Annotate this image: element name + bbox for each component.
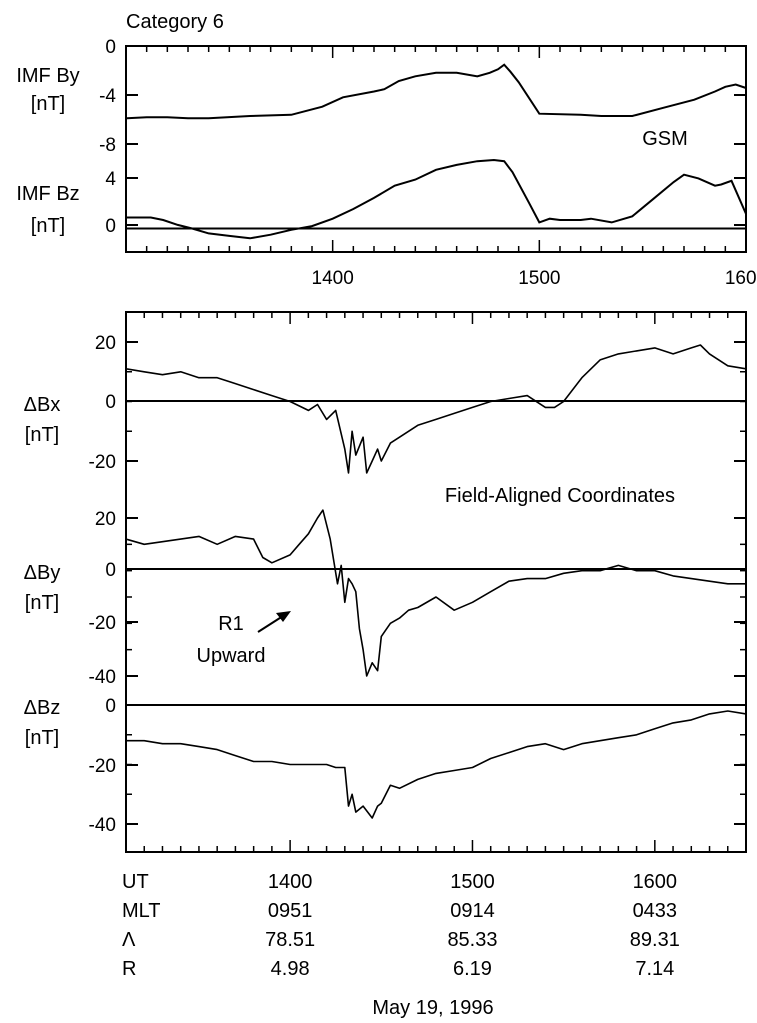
r1-arrow-shaft xyxy=(257,615,284,633)
ylabel-field-2-0: ΔBz xyxy=(24,697,61,719)
ylabel-field-0-1: [nT] xyxy=(25,424,59,446)
annotation-upward: Upward xyxy=(197,645,266,667)
table-cell: 6.19 xyxy=(453,958,492,980)
ytick-label: -4 xyxy=(99,86,116,107)
date-label: May 19, 1996 xyxy=(372,997,493,1019)
series-imf-bz xyxy=(126,158,747,240)
ytick-label: 20 xyxy=(95,333,116,354)
table-row-label: R xyxy=(122,958,136,980)
ylabel-imf-0-0: IMF By xyxy=(16,65,79,87)
ytick-label: -8 xyxy=(99,135,116,156)
ytick-label: 0 xyxy=(105,37,116,58)
ytick-label: 0 xyxy=(105,392,116,413)
ylabel-field-1-0: ΔBy xyxy=(24,562,61,584)
table-cell: 1400 xyxy=(268,871,313,893)
ytick-label: 0 xyxy=(105,560,116,581)
table-cell: 0914 xyxy=(450,900,495,922)
table-cell: 1600 xyxy=(633,871,678,893)
table-row-label: Λ xyxy=(122,929,136,951)
annotation-r1: R1 xyxy=(218,613,244,635)
r1-arrow-head xyxy=(276,611,291,622)
ytick-label: -40 xyxy=(89,667,116,688)
ytick-label: -20 xyxy=(89,756,116,777)
ytick-label: 4 xyxy=(105,169,116,190)
ytick-label: -20 xyxy=(89,452,116,473)
table-cell: 0951 xyxy=(268,900,313,922)
table-cell: 1500 xyxy=(450,871,495,893)
ytick-label: -40 xyxy=(89,815,116,836)
series-dbz xyxy=(126,710,747,819)
ytick-label: 0 xyxy=(105,696,116,717)
ytick-label: 20 xyxy=(95,509,116,530)
table-cell: 78.51 xyxy=(265,929,315,951)
ylabel-field-2-1: [nT] xyxy=(25,727,59,749)
table-row-label: UT xyxy=(122,871,149,893)
ylabel-imf-1-1: [nT] xyxy=(31,215,65,237)
ylabel-field-1-1: [nT] xyxy=(25,592,59,614)
xtick-label: 1600 xyxy=(725,268,757,289)
frame-bottom xyxy=(125,311,747,853)
table-cell: 4.98 xyxy=(271,958,310,980)
ytick-label: 0 xyxy=(105,216,116,237)
table-cell: 0433 xyxy=(633,900,678,922)
xtick-label: 1500 xyxy=(518,268,560,289)
xtick-label: 1400 xyxy=(312,268,354,289)
table-cell: 85.33 xyxy=(447,929,497,951)
chart-title: Category 6 xyxy=(126,11,224,33)
annotation-gsm: GSM xyxy=(642,128,688,150)
series-dby xyxy=(125,509,746,677)
series-dbx xyxy=(125,344,747,474)
annotation-field-aligned: Field-Aligned Coordinates xyxy=(445,485,675,507)
table-cell: 7.14 xyxy=(635,958,674,980)
ylabel-field-0-0: ΔBx xyxy=(24,394,61,416)
ylabel-imf-0-1: [nT] xyxy=(31,93,65,115)
table-cell: 89.31 xyxy=(630,929,680,951)
table-row-label: MLT xyxy=(122,900,161,922)
series-imf-by xyxy=(125,63,747,120)
ylabel-imf-1-0: IMF Bz xyxy=(16,183,79,205)
ytick-label: -20 xyxy=(89,613,116,634)
